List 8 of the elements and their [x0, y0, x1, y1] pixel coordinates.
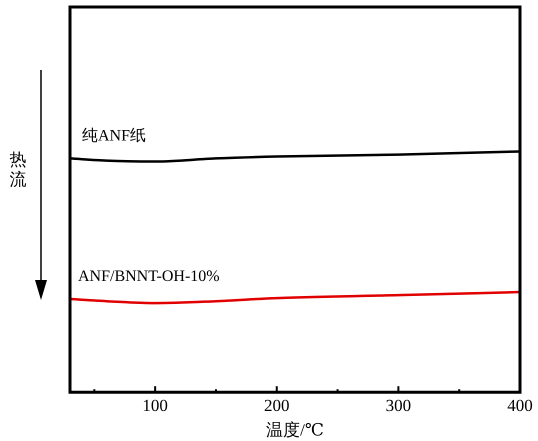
series-label: ANF/BNNT-OH-10% — [78, 268, 220, 286]
y-axis-title: 热流 — [8, 150, 28, 190]
x-tick-label: 100 — [142, 396, 168, 415]
x-tick-label: 400 — [507, 396, 533, 415]
series-label: 纯ANF纸 — [82, 128, 146, 145]
x-tick-label: 200 — [264, 396, 290, 415]
x-tick-label: 300 — [386, 396, 412, 415]
x-axis-title: 温度/℃ — [266, 420, 324, 440]
